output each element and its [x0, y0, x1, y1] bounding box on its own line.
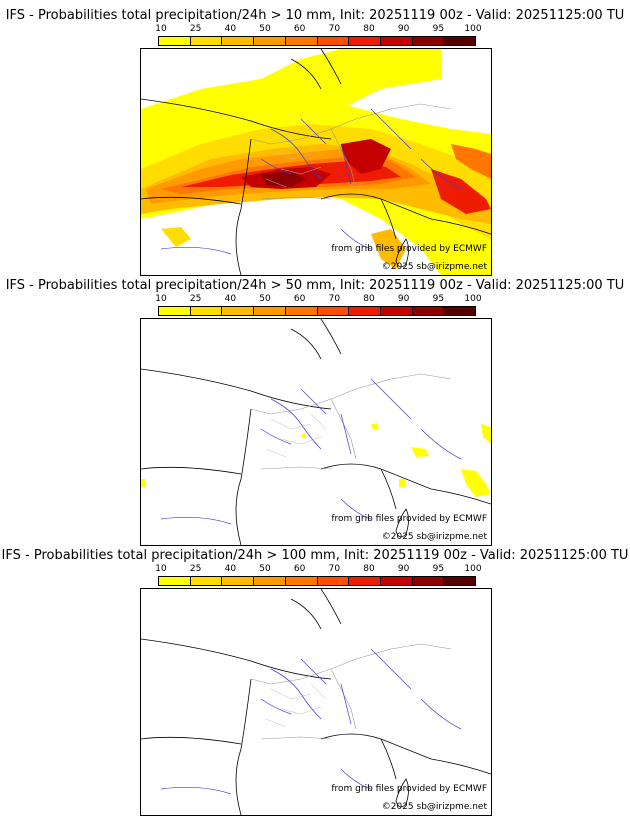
colorbar [158, 576, 476, 586]
colorbar-tick-label: 80 [363, 294, 375, 304]
map-svg-p1 [141, 49, 491, 275]
panel-title: IFS - Probabilities total precipitation/… [1, 548, 629, 563]
colorbar-segment [222, 307, 255, 315]
colorbar-segment [380, 577, 413, 585]
colorbar-segment [349, 307, 381, 315]
colorbar-segment [317, 37, 350, 45]
colorbar-tick-label: 60 [293, 564, 306, 574]
colorbar-tick-label: 60 [293, 294, 306, 304]
colorbar-tick-label: 10 [155, 294, 167, 304]
colorbar-segment [317, 307, 350, 315]
colorbar-segment [254, 307, 286, 315]
colorbar-tick-label: 100 [464, 24, 482, 34]
colorbar-segment [349, 577, 381, 585]
colorbar-segment [190, 37, 223, 45]
colorbar-ticks: 10 25 40 50 60 70 80 90 95 100 [0, 294, 630, 306]
colorbar-tick-label: 40 [224, 24, 237, 34]
colorbar-ticks: 10 25 40 50 60 70 80 90 95 100 [0, 564, 630, 576]
colorbar-tick-label: 10 [155, 24, 167, 34]
colorbar-tick-label: 95 [432, 24, 445, 34]
probability-map: from grib files provided by ECMWF ©2025 … [140, 588, 492, 816]
colorbar-segment [159, 37, 191, 45]
panel-10mm: IFS - Probabilities total precipitation/… [0, 0, 630, 276]
colorbar-segment [380, 37, 413, 45]
colorbar-segment [159, 307, 191, 315]
colorbar-tick-label: 90 [397, 564, 410, 574]
colorbar-tick-label: 70 [328, 294, 341, 304]
colorbar-segment [412, 37, 445, 45]
colorbar-tick-label: 95 [432, 564, 445, 574]
colorbar-tick-label: 100 [464, 564, 482, 574]
colorbar-tick-label: 10 [155, 564, 167, 574]
colorbar-segment [254, 577, 286, 585]
colorbar-tick-label: 90 [397, 294, 410, 304]
panel-title: IFS - Probabilities total precipitation/… [5, 8, 625, 23]
colorbar-tick-label: 40 [224, 294, 237, 304]
panel-100mm: IFS - Probabilities total precipitation/… [0, 540, 630, 816]
colorbar-segment [190, 307, 223, 315]
colorbar-tick-label: 100 [464, 294, 482, 304]
colorbar-tick-label: 80 [363, 564, 375, 574]
colorbar-segment [444, 307, 476, 315]
map-svg-p3 [141, 589, 491, 815]
colorbar-tick-label: 60 [293, 24, 306, 34]
credit-copyright: ©2025 sb@irizpme.net [381, 262, 487, 272]
colorbar-segment [349, 37, 381, 45]
colorbar-tick-label: 80 [363, 24, 375, 34]
panel-title: IFS - Probabilities total precipitation/… [5, 278, 625, 293]
colorbar-segment [222, 37, 255, 45]
colorbar-tick-label: 70 [328, 24, 341, 34]
colorbar-segment [317, 577, 350, 585]
colorbar-segment [444, 37, 476, 45]
colorbar-segment [222, 577, 255, 585]
colorbar-segment [380, 307, 413, 315]
colorbar-segment [444, 577, 476, 585]
colorbar-segment [254, 37, 286, 45]
colorbar-segment [190, 577, 223, 585]
colorbar-tick-label: 70 [328, 564, 341, 574]
credit-source: from grib files provided by ECMWF [331, 244, 487, 254]
map-svg-p2 [141, 319, 491, 545]
colorbar-segment [285, 577, 318, 585]
probability-map: from grib files provided by ECMWF ©2025 … [140, 48, 492, 276]
colorbar-tick-label: 95 [432, 294, 445, 304]
panel-50mm: IFS - Probabilities total precipitation/… [0, 270, 630, 546]
colorbar [158, 306, 476, 316]
colorbar-tick-label: 90 [397, 24, 410, 34]
colorbar-tick-label: 25 [189, 564, 202, 574]
colorbar-tick-label: 40 [224, 564, 237, 574]
colorbar-tick-label: 25 [189, 24, 202, 34]
colorbar-segment [285, 307, 318, 315]
colorbar-segment [412, 577, 445, 585]
colorbar-segment [285, 37, 318, 45]
credit-copyright: ©2025 sb@irizpme.net [381, 802, 487, 812]
credit-copyright: ©2025 sb@irizpme.net [381, 532, 487, 542]
colorbar-ticks: 10 25 40 50 60 70 80 90 95 100 [0, 24, 630, 36]
credit-source: from grib files provided by ECMWF [331, 784, 487, 794]
credit-source: from grib files provided by ECMWF [331, 514, 487, 524]
colorbar-tick-label: 25 [189, 294, 202, 304]
colorbar [158, 36, 476, 46]
probability-map: from grib files provided by ECMWF ©2025 … [140, 318, 492, 546]
colorbar-segment [159, 577, 191, 585]
colorbar-tick-label: 50 [259, 294, 271, 304]
colorbar-tick-label: 50 [259, 564, 271, 574]
colorbar-tick-label: 50 [259, 24, 271, 34]
colorbar-segment [412, 307, 445, 315]
